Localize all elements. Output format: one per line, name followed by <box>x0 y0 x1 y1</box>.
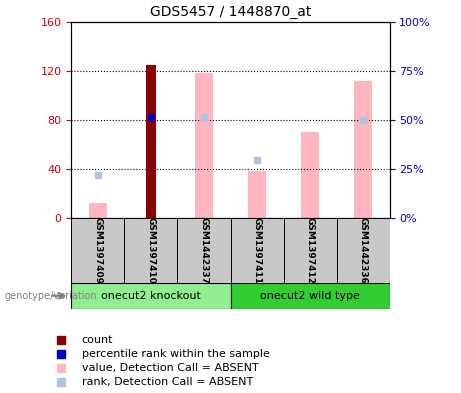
Text: GSM1397409: GSM1397409 <box>94 217 102 284</box>
Bar <box>284 218 337 283</box>
Bar <box>337 218 390 283</box>
Text: genotype/variation: genotype/variation <box>5 291 97 301</box>
Text: value, Detection Call = ABSENT: value, Detection Call = ABSENT <box>82 363 258 373</box>
Bar <box>301 132 319 218</box>
Text: onecut2 knockout: onecut2 knockout <box>101 291 201 301</box>
Text: onecut2 wild type: onecut2 wild type <box>260 291 360 301</box>
Text: percentile rank within the sample: percentile rank within the sample <box>82 349 270 359</box>
Text: count: count <box>82 335 113 345</box>
Bar <box>354 81 372 218</box>
Text: GSM1442336: GSM1442336 <box>359 217 367 284</box>
Title: GDS5457 / 1448870_at: GDS5457 / 1448870_at <box>150 5 311 19</box>
Text: GSM1397411: GSM1397411 <box>253 217 261 284</box>
Bar <box>248 171 266 218</box>
Bar <box>177 218 230 283</box>
Bar <box>124 218 177 283</box>
Bar <box>230 218 284 283</box>
Bar <box>71 218 124 283</box>
Bar <box>195 73 213 218</box>
Text: GSM1442337: GSM1442337 <box>200 217 208 284</box>
Text: rank, Detection Call = ABSENT: rank, Detection Call = ABSENT <box>82 377 253 387</box>
Bar <box>230 283 390 309</box>
Bar <box>71 283 230 309</box>
Bar <box>146 64 156 218</box>
Text: GSM1397412: GSM1397412 <box>306 217 314 284</box>
Bar <box>89 204 107 218</box>
Text: GSM1397410: GSM1397410 <box>147 217 155 284</box>
